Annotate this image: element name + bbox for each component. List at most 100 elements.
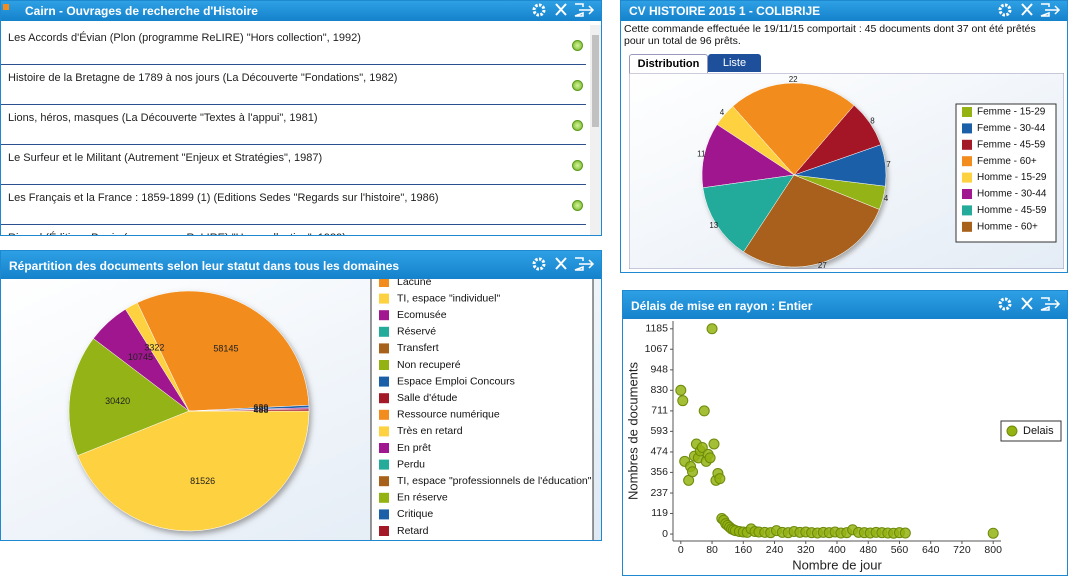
- legend-label: Homme - 60+: [977, 221, 1038, 232]
- slice-label: 10745: [128, 352, 153, 362]
- header-icons[interactable]: [995, 1, 1065, 21]
- x-tick-label: 160: [735, 544, 753, 556]
- legend-swatch: [962, 107, 972, 117]
- y-tick-label: 1185: [645, 323, 668, 335]
- legend-swatch: [379, 409, 389, 420]
- scatter-point: [706, 323, 718, 335]
- scatter-chart: 0 119 237 356 474 593 711 830 948 1067 1185 0 80 160 2…: [625, 321, 1062, 572]
- legend-swatch: [379, 326, 389, 337]
- legend-label: Transfert: [397, 342, 439, 354]
- header-icons[interactable]: [529, 255, 599, 275]
- pie-slice: [188, 408, 310, 412]
- legend-swatch: [379, 279, 389, 287]
- legend-swatch: [379, 459, 389, 470]
- panel-title: Délais de mise en rayon : Entier: [631, 299, 813, 313]
- status-icon[interactable]: [572, 40, 583, 51]
- status-icon[interactable]: [572, 200, 583, 211]
- panel-header: Délais de mise en rayon : Entier: [623, 291, 1067, 319]
- scatter-point: [708, 438, 720, 450]
- legend-box: [955, 103, 1057, 243]
- slice-label: 30420: [105, 396, 130, 406]
- y-tick-label: 830: [650, 384, 668, 396]
- slice-label: 299: [253, 404, 268, 414]
- pie-slice: [68, 338, 190, 456]
- x-tick-label: 240: [766, 544, 784, 556]
- legend-label: Retard: [397, 525, 429, 537]
- legend-swatch: [962, 123, 972, 134]
- status-icon[interactable]: [572, 160, 583, 171]
- legend-swatch: [962, 139, 972, 150]
- scatter-point: [698, 405, 710, 417]
- scatter-point: [899, 527, 911, 539]
- x-tick-label: 560: [891, 544, 909, 556]
- pie-slice: [702, 174, 795, 253]
- pie: [701, 82, 887, 268]
- y-tick-label: 1067: [645, 343, 669, 355]
- x-axis-label: Nombre de jour: [792, 557, 882, 572]
- legend-box: [1000, 420, 1062, 442]
- legend-label: Homme - 30-44: [977, 189, 1047, 200]
- panel-title: CV HISTOIRE 2015 1 - COLIBRIJE: [629, 4, 821, 18]
- x-tick-label: 720: [953, 544, 971, 556]
- panel-title: Répartition des documents selon leur sta…: [9, 259, 400, 273]
- item-text: Les Français et la France : 1859-1899 (1…: [8, 192, 439, 204]
- slice-label: 58145: [213, 344, 238, 354]
- scrollbar[interactable]: [590, 25, 601, 235]
- x-tick-label: 400: [828, 544, 846, 556]
- x-tick-label: 320: [797, 544, 815, 556]
- legend-box: [370, 279, 594, 540]
- y-tick-label: 0: [662, 528, 668, 540]
- slice-label: 8: [870, 117, 875, 126]
- y-tick-label: 948: [650, 364, 668, 376]
- legend-label: Delais: [1023, 425, 1054, 437]
- legend-swatch: [379, 293, 389, 304]
- legend-label: Salle d'étude: [397, 392, 458, 404]
- item-list: Les Accords d'Évian (Plon (programme ReL…: [1, 21, 586, 235]
- tab-distribution[interactable]: Distribution: [629, 54, 708, 74]
- slice-label: 488: [253, 405, 268, 415]
- legend-label: Critique: [397, 508, 433, 520]
- item-text: Le Surfeur et le Militant (Autrement "En…: [8, 152, 323, 164]
- legend-swatch: [962, 156, 972, 167]
- x-tick-label: 0: [678, 544, 684, 556]
- x-tick-label: 640: [922, 544, 940, 556]
- legend-label: Ressource numérique: [397, 409, 500, 421]
- legend-swatch: [379, 376, 389, 387]
- header-icons[interactable]: [529, 1, 599, 21]
- legend-label: Ecomusée: [397, 309, 447, 321]
- slice-label: 4: [720, 108, 725, 117]
- legend-label: Femme - 15-29: [977, 107, 1046, 118]
- tab-liste[interactable]: Liste: [708, 54, 761, 72]
- scatter-point: [714, 473, 726, 485]
- legend-label: Non recuperé: [397, 359, 461, 371]
- status-icon[interactable]: [572, 120, 583, 131]
- legend-marker: [1006, 425, 1018, 437]
- legend-swatch: [379, 509, 389, 520]
- legend-label: Très en retard: [397, 425, 463, 437]
- legend-swatch: [962, 189, 972, 199]
- pie-slice: [77, 410, 310, 532]
- legend-label: Femme - 60+: [977, 156, 1037, 167]
- item-text: Lions, héros, masques (La Découverte "Te…: [8, 112, 318, 124]
- list-item: Les Accords d'Évian (Plon (programme ReL…: [1, 25, 586, 65]
- legend-swatch: [962, 221, 972, 232]
- slice-label: 81526: [190, 476, 215, 486]
- legend-swatch: [379, 476, 389, 487]
- pie-slice: [743, 174, 880, 268]
- status-icon[interactable]: [572, 80, 583, 91]
- commande-panel: CV HISTOIRE 2015 1 - COLIBRIJE Cette com…: [620, 0, 1068, 273]
- slice-label: 22: [789, 75, 798, 84]
- legend-swatch: [379, 443, 389, 453]
- legend-label: Espace Emploi Concours: [397, 375, 515, 387]
- legend-swatch: [379, 393, 389, 404]
- legend-label: Femme - 45-59: [977, 139, 1046, 150]
- legend-swatch: [962, 205, 972, 216]
- list-item: Le Surfeur et le Militant (Autrement "En…: [1, 145, 586, 185]
- legend-label: Homme - 15-29: [977, 172, 1047, 183]
- slice-label: 27: [818, 261, 827, 269]
- pie-chart: 4 7 8 22 4 11 13 27 Femme - 15-29 Femme - 30-44 Fe…: [629, 73, 1064, 269]
- y-tick-label: 119: [651, 507, 668, 519]
- header-icons[interactable]: [995, 295, 1065, 315]
- item-text: Rivarol (Éditions Perrin (programme ReLI…: [8, 232, 346, 235]
